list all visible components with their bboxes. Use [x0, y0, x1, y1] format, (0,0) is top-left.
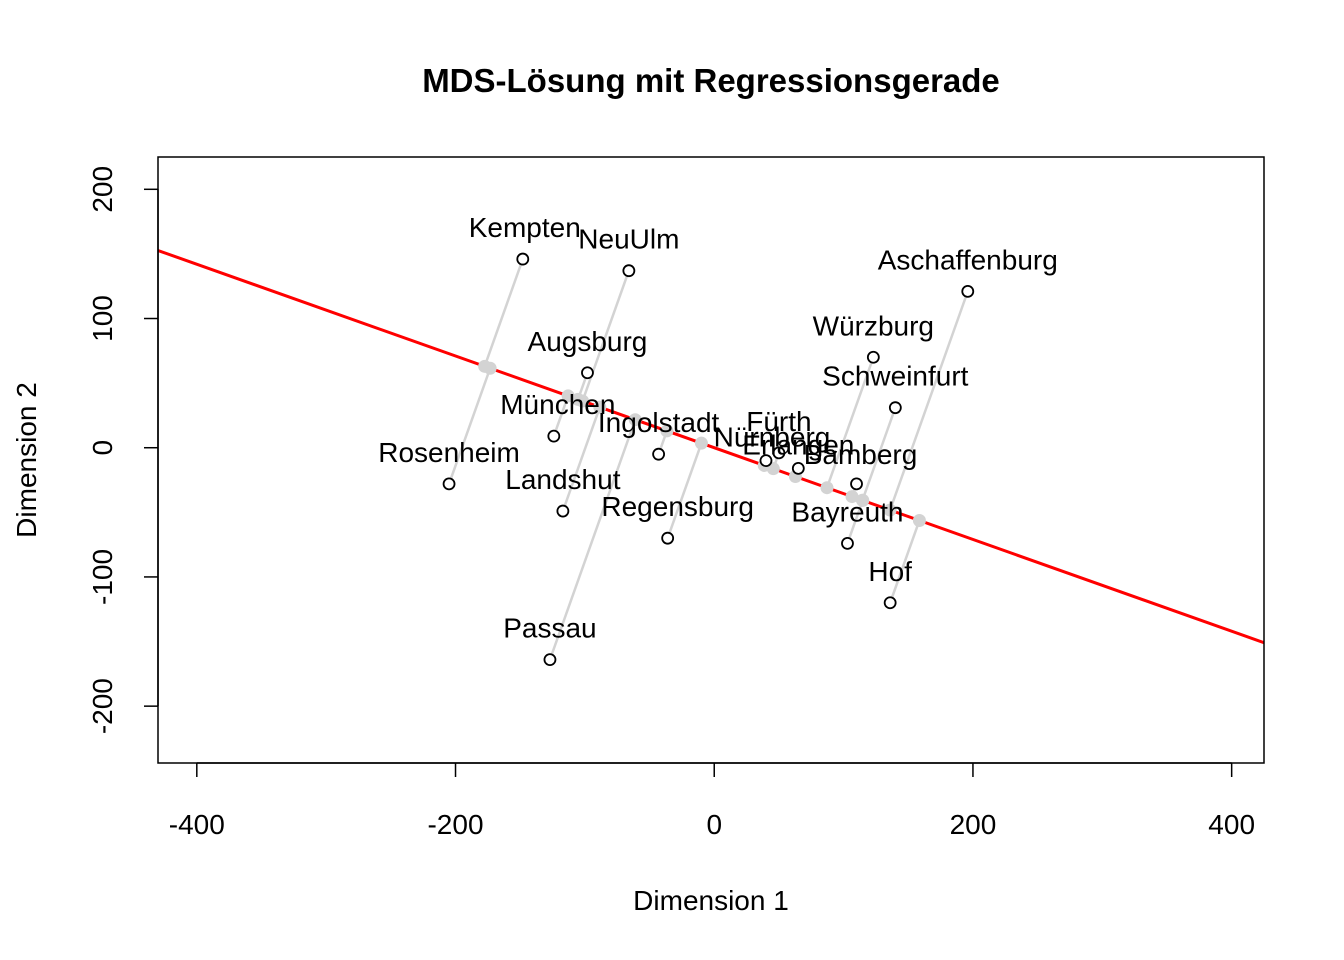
projection-marker [845, 490, 859, 504]
data-point [661, 531, 675, 545]
x-axis-label: Dimension 1 [633, 885, 789, 916]
point-label: Ingolstadt [598, 407, 720, 438]
point-label: Regensburg [601, 491, 754, 522]
data-point [516, 252, 530, 266]
regression-line [158, 249, 1264, 645]
y-axis: -200 -100 0 100 200 [87, 166, 159, 734]
projection-line [447, 367, 492, 485]
point-label: Bayreuth [791, 496, 903, 527]
point-label: Passau [503, 613, 596, 644]
projection-marker [694, 436, 708, 450]
projection-line [888, 520, 921, 604]
point-label: Bamberg [804, 439, 918, 470]
projection-marker [593, 400, 607, 414]
projection-marker [660, 424, 674, 438]
point-label: Landshut [505, 464, 620, 495]
data-point [883, 596, 897, 610]
data-point [866, 350, 880, 364]
point-label: Würzburg [813, 310, 934, 341]
point-label: Kempten [469, 212, 581, 243]
projection-marker [883, 503, 897, 517]
data-point [543, 653, 557, 667]
point-label: NeuUlm [578, 224, 679, 255]
projection-marker [483, 361, 497, 375]
y-tick-label: -200 [87, 678, 118, 734]
point-label: Rosenheim [378, 437, 520, 468]
y-axis-label: Dimension 2 [11, 382, 42, 538]
plot-frame [157, 156, 1265, 764]
point-label: Augsburg [528, 326, 648, 357]
x-tick-label: 0 [706, 809, 722, 840]
point-label: Schweinfurt [822, 361, 969, 392]
projection-line [861, 407, 897, 501]
projection-line [548, 419, 637, 661]
y-tick-label: 200 [87, 166, 118, 213]
regression-line-group [158, 249, 1264, 645]
y-tick-label: 0 [87, 440, 118, 456]
x-tick-label: -400 [169, 809, 225, 840]
projection-marker [856, 493, 870, 507]
data-point [841, 536, 854, 550]
projection-line [581, 270, 631, 402]
projection-marker [561, 389, 575, 403]
y-tick-label: -100 [87, 549, 118, 605]
data-point [759, 454, 773, 468]
y-tick-label: 100 [87, 295, 118, 342]
data-point [888, 401, 902, 415]
projection-line [483, 258, 524, 367]
projection-marker [571, 392, 585, 406]
projection-marker [820, 481, 834, 495]
point-label: München [500, 389, 615, 420]
projection-line [552, 395, 570, 437]
projection-line [666, 442, 703, 539]
data-point [791, 461, 805, 475]
data-point [622, 264, 636, 278]
projection-line [825, 356, 875, 489]
projection-markers [478, 359, 926, 527]
projection-line [561, 406, 601, 512]
data-point [772, 446, 786, 460]
projection-line [888, 290, 969, 511]
data-points [442, 252, 975, 667]
x-tick-label: -200 [427, 809, 483, 840]
point-label: Nürnberg [714, 422, 831, 453]
x-tick-label: 400 [1208, 809, 1255, 840]
data-point [556, 504, 570, 518]
data-point [581, 366, 594, 380]
data-point [850, 477, 863, 491]
data-point [547, 429, 561, 443]
projection-line [846, 499, 864, 544]
projection-marker [628, 413, 642, 427]
point-label: Aschaffenburg [878, 244, 1058, 275]
data-point [961, 284, 975, 298]
projection-marker [912, 513, 926, 527]
data-point [442, 477, 456, 491]
point-label: Erlangen [742, 429, 854, 460]
chart-title: MDS-Lösung mit Regressionsgerade [422, 62, 1000, 99]
x-axis: -400 -200 0 200 400 [169, 762, 1255, 840]
point-label: Fürth [746, 406, 811, 437]
point-label: Hof [868, 556, 912, 587]
data-point [652, 447, 666, 461]
x-tick-label: 200 [950, 809, 997, 840]
